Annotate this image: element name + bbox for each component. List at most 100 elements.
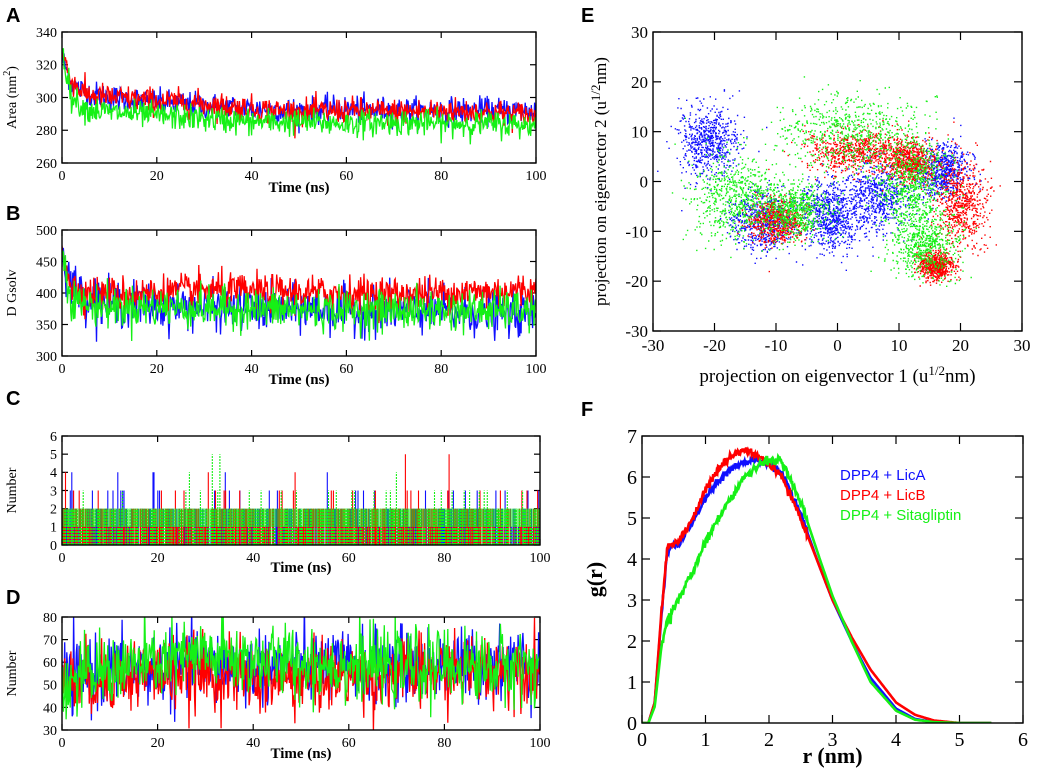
x-tick-label: 0	[59, 551, 66, 566]
x-axis-label-tail: nm)	[945, 366, 976, 387]
x-tick-label: 20	[952, 336, 969, 355]
x-tick-label: 100	[526, 169, 547, 184]
y-axis-label: D Gsolv	[5, 269, 20, 316]
y-tick-label: 6	[627, 467, 637, 489]
panel-label-f: F	[581, 399, 593, 421]
x-tick-label: 60	[342, 736, 356, 751]
y-tick-label: 0	[50, 539, 57, 554]
x-axis-label-sup: 1/2	[928, 363, 945, 378]
y-tick-label: 0	[640, 172, 649, 191]
chart-panel-e: -30 -20 -10 0 10 20 30 -30 -20 -10 0 10 20 30 projecti…	[588, 23, 1031, 387]
y-tick-label: 450	[36, 255, 57, 270]
y-tick-label: 1	[50, 521, 57, 536]
x-tick-label: 0	[59, 736, 66, 751]
x-tick-label: 80	[437, 551, 451, 566]
series-line-green	[642, 452, 992, 723]
y-axis-label: Number	[5, 650, 20, 696]
x-tick-label: 60	[339, 169, 353, 184]
x-axis-label: Time (ns)	[271, 560, 332, 576]
x-tick-label: 100	[526, 362, 547, 377]
legend: DPP4 + LicA DPP4 + LicB DPP4 + Sitaglipt…	[840, 467, 961, 524]
series-line-red	[642, 446, 992, 723]
y-tick-label: 5	[50, 448, 57, 463]
x-tick-label: 0	[833, 336, 842, 355]
y-tick-label: 80	[43, 611, 57, 626]
x-tick-label: 60	[342, 551, 356, 566]
y-axis-label-sup: 1/2	[588, 84, 603, 101]
x-axis-label-base: projection on eigenvector 1 (u	[699, 366, 928, 387]
y-tick-label: 2	[627, 631, 637, 653]
legend-item-sitagliptin: DPP4 + Sitagliptin	[840, 507, 961, 524]
x-tick-label: 100	[530, 736, 551, 751]
x-axis-label: Time (ns)	[271, 746, 332, 762]
chart-panel-a: 0 20 40 60 80 100 260 280 300 320 340 Time (ns) Area…	[2, 26, 547, 196]
y-tick-label: 280	[36, 124, 57, 139]
x-tick-label: 30	[1014, 336, 1031, 355]
y-tick-label: 40	[43, 701, 57, 716]
y-axis-label-base: Area (nm	[5, 76, 20, 129]
series-band-green	[62, 508, 540, 527]
y-tick-label: 6	[50, 430, 57, 445]
y-tick-label: 1	[627, 672, 637, 694]
y-tick-label: 3	[627, 590, 637, 612]
series-line-blue	[642, 455, 992, 723]
x-tick-label: 5	[955, 729, 965, 751]
panel-label-c: C	[6, 388, 20, 410]
y-tick-label: 20	[631, 73, 648, 92]
x-tick-label: 3	[828, 729, 838, 751]
x-tick-label: 80	[434, 169, 448, 184]
x-tick-label: 40	[245, 169, 259, 184]
x-tick-label: 2	[764, 729, 774, 751]
y-tick-label: -20	[625, 272, 648, 291]
y-tick-label: 3	[50, 484, 57, 499]
series-line-green	[62, 250, 536, 342]
x-tick-label: 100	[530, 551, 551, 566]
x-tick-label: 0	[59, 169, 66, 184]
x-tick-label: 20	[150, 169, 164, 184]
y-tick-label: 5	[627, 508, 637, 530]
y-tick-label: 70	[43, 634, 57, 649]
y-tick-label: 2	[50, 503, 57, 518]
y-tick-label: 30	[43, 724, 57, 739]
plot-frame	[61, 616, 541, 731]
y-axis-label: g(r)	[582, 562, 607, 597]
panel-label-b: B	[6, 203, 20, 225]
x-tick-label: 0	[637, 729, 647, 751]
y-axis-label: projection on eigenvector 2 (u1/2nm)	[588, 57, 610, 306]
x-axis-label: Time (ns)	[269, 180, 330, 196]
x-tick-label: -20	[703, 336, 726, 355]
series-spikes-green	[62, 454, 540, 545]
y-tick-label: 60	[43, 656, 57, 671]
y-tick-label: 320	[36, 59, 57, 74]
y-axis-label-base: projection on eigenvector 2 (u	[591, 101, 610, 306]
x-tick-label: 40	[246, 736, 260, 751]
panel-label-a: A	[6, 5, 20, 27]
plot-frame	[652, 31, 1023, 332]
x-tick-label: 20	[150, 362, 164, 377]
x-tick-label: 20	[151, 736, 165, 751]
x-tick-label: -30	[642, 336, 665, 355]
x-axis-label: Time (ns)	[269, 372, 330, 388]
x-axis-label: r (nm)	[802, 743, 862, 768]
x-tick-label: 40	[245, 362, 259, 377]
y-axis-label-tail: nm)	[591, 57, 610, 84]
y-tick-label: -30	[625, 322, 648, 341]
x-axis-label: projection on eigenvector 1 (u1/2nm)	[699, 363, 975, 387]
y-tick-label: 300	[36, 350, 57, 365]
chart-panel-f: 0 1 2 3 4 5 6 0 1 2 3 4 5 6 7 r (nm) g(r)	[582, 426, 1028, 768]
plot-frame	[61, 229, 537, 357]
y-tick-label: 400	[36, 287, 57, 302]
chart-panel-b: 0 20 40 60 80 100 300 350 400 450 500 Time (ns) D Gs…	[5, 224, 547, 388]
x-tick-label: 6	[1018, 729, 1028, 751]
panel-label-e: E	[581, 5, 594, 27]
y-tick-label: 4	[50, 466, 57, 481]
chart-panel-d: 0 20 40 60 80 100 30 40 50 60 70 80 Time (ns) Number	[5, 611, 551, 762]
y-tick-label: 10	[631, 123, 648, 142]
x-tick-label: -10	[765, 336, 788, 355]
x-tick-label: 60	[339, 362, 353, 377]
y-tick-label: 260	[36, 157, 57, 172]
scatter-points-blue	[657, 89, 982, 271]
